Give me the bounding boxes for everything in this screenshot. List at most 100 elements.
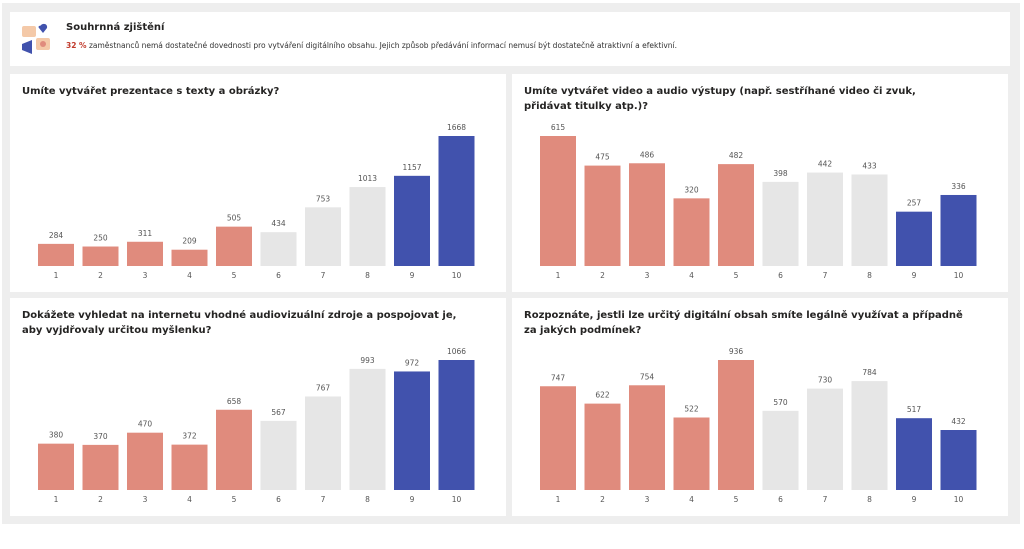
data-label: 767 [316, 383, 331, 392]
bar [438, 360, 475, 490]
x-tick-label: 6 [778, 271, 783, 280]
data-label: 432 [951, 417, 966, 426]
data-label: 434 [271, 219, 286, 228]
x-tick-label: 10 [452, 271, 462, 280]
bar [171, 249, 208, 266]
bar [807, 388, 843, 490]
data-label: 442 [818, 160, 833, 169]
bar [394, 175, 430, 266]
bar [38, 243, 74, 266]
data-label: 730 [818, 376, 833, 385]
data-label: 475 [595, 153, 610, 162]
data-label: 567 [271, 408, 286, 417]
data-label: 320 [684, 185, 699, 194]
icon [22, 23, 50, 54]
x-tick-label: 3 [645, 495, 650, 504]
chart-title: Dokážete vyhledat na internetu vhodné au… [22, 310, 457, 336]
bar [82, 444, 119, 490]
x-tick-label: 9 [410, 495, 415, 504]
x-tick-label: 8 [365, 271, 370, 280]
x-tick-label: 8 [365, 495, 370, 504]
data-label: 486 [640, 150, 655, 159]
bar [38, 443, 74, 490]
bar [940, 194, 977, 266]
x-tick-label: 6 [778, 495, 783, 504]
data-label: 747 [551, 373, 566, 382]
bar [718, 164, 754, 266]
bar [629, 163, 665, 266]
x-tick-label: 8 [867, 495, 872, 504]
x-tick-label: 5 [232, 495, 237, 504]
data-label: 784 [862, 368, 877, 377]
data-label: 433 [862, 161, 877, 170]
data-label: 754 [640, 372, 655, 381]
x-tick-label: 5 [232, 271, 237, 280]
data-label: 615 [551, 123, 566, 132]
x-tick-label: 7 [823, 495, 828, 504]
bar [540, 386, 576, 490]
x-tick-label: 4 [187, 271, 192, 280]
data-label: 250 [93, 234, 108, 243]
summary-highlight: 32 % [66, 41, 87, 50]
x-tick-label: 2 [600, 271, 605, 280]
data-label: 311 [138, 229, 153, 238]
data-label: 753 [316, 194, 331, 203]
x-tick-label: 5 [734, 495, 739, 504]
data-label: 1157 [402, 163, 421, 172]
x-tick-label: 1 [54, 271, 59, 280]
bar [807, 172, 843, 266]
x-tick-label: 1 [54, 495, 59, 504]
bar [216, 226, 252, 266]
x-tick-label: 6 [276, 495, 281, 504]
data-label: 370 [93, 432, 108, 441]
bar [673, 198, 710, 266]
bar [305, 207, 341, 266]
x-tick-label: 1 [556, 495, 561, 504]
data-label: 993 [360, 356, 375, 365]
bar [762, 410, 799, 490]
data-label: 622 [595, 391, 610, 400]
x-tick-label: 7 [321, 495, 326, 504]
summary-title: Souhrnná zjištění [66, 22, 165, 33]
chart-panel: Rozpoznáte, jestli lze určitý digitální … [512, 298, 1008, 516]
x-tick-label: 7 [321, 271, 326, 280]
data-label: 284 [49, 231, 64, 240]
x-tick-label: 4 [689, 495, 694, 504]
x-tick-label: 2 [98, 271, 103, 280]
x-tick-label: 2 [600, 495, 605, 504]
x-tick-label: 3 [143, 495, 148, 504]
summary-text: zaměstnanců nemá dostatečné dovednosti p… [88, 41, 678, 50]
x-tick-label: 5 [734, 271, 739, 280]
x-tick-label: 9 [912, 495, 917, 504]
data-label: 380 [49, 431, 64, 440]
bar [673, 417, 710, 490]
data-label: 658 [227, 397, 242, 406]
chart: 284 1 250 2 311 3 209 4 505 5 434 6 753 7 1013 8 1157 9 16… [38, 123, 475, 280]
chart: 380 1 370 2 470 3 372 4 658 5 567 6 767 7 993 8 972 9 1066… [38, 347, 475, 504]
x-tick-label: 6 [276, 271, 281, 280]
data-label: 209 [182, 237, 197, 246]
bar [305, 396, 341, 490]
data-label: 522 [684, 405, 699, 414]
bar [896, 418, 932, 490]
bar [171, 444, 208, 490]
data-label: 470 [138, 420, 153, 429]
x-tick-label: 9 [410, 271, 415, 280]
bar [851, 174, 888, 266]
bar [851, 381, 888, 490]
chart-title: Rozpoznáte, jestli lze určitý digitální … [524, 310, 963, 336]
data-label: 1066 [447, 347, 466, 356]
x-tick-label: 4 [187, 495, 192, 504]
chart-panel: Umíte vytvářet video a audio výstupy (na… [512, 74, 1008, 292]
dashboard: Souhrnná zjištění 32 % zaměstnanců nemá … [2, 3, 1020, 524]
data-label: 336 [951, 182, 966, 191]
bar [349, 187, 386, 266]
chart-title: Umíte vytvářet prezentace s texty a obrá… [22, 86, 280, 97]
data-label: 1013 [358, 174, 377, 183]
bar [127, 241, 163, 266]
summary-panel: Souhrnná zjištění 32 % zaměstnanců nemá … [10, 12, 1010, 66]
chart-panel: Umíte vytvářet prezentace s texty a obrá… [10, 74, 506, 292]
data-label: 936 [729, 347, 744, 356]
bar [82, 246, 119, 266]
bar [216, 409, 252, 490]
